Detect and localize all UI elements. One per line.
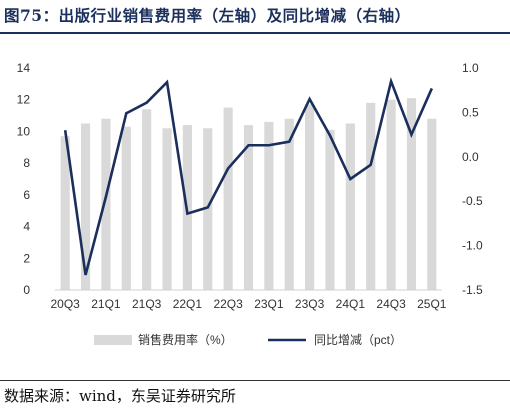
y-left-tick-label: 0 — [23, 283, 30, 297]
y-left-tick-label: 2 — [23, 251, 30, 265]
bar-22Q2 — [203, 128, 213, 290]
x-tick-label: 22Q3 — [213, 297, 243, 311]
legend-swatch-bar — [94, 335, 132, 345]
bar-20Q3 — [60, 136, 70, 290]
y-right-tick-label: -1.0 — [462, 239, 483, 253]
x-tick-label: 21Q1 — [91, 297, 121, 311]
bar-21Q3 — [142, 109, 152, 290]
bar-23Q4 — [325, 129, 335, 290]
y-left-tick-label: 6 — [23, 188, 30, 202]
x-tick-label: 23Q1 — [254, 297, 284, 311]
source-note: 数据来源：wind，东吴证券研究所 — [4, 387, 236, 405]
x-tick-label: 23Q3 — [295, 297, 325, 311]
y-right-tick-label: -1.5 — [462, 283, 483, 297]
y-right-tick-label: -0.5 — [462, 194, 483, 208]
bar-23Q1 — [264, 121, 274, 290]
x-axis: 20Q3 21Q1 21Q3 22Q1 22Q3 23Q1 23Q3 24Q1 24Q3 25Q1 — [51, 289, 447, 311]
bar-24Q1 — [345, 123, 355, 290]
chart-title: 图75：出版行业销售费用率（左轴）及同比增减（右轴） — [4, 6, 411, 25]
legend-label-line: 同比增减（pct） — [314, 333, 402, 347]
bar-21Q1 — [101, 118, 111, 291]
x-tick-label: 21Q3 — [132, 297, 162, 311]
source-divider — [0, 380, 510, 381]
x-tick-label: 22Q1 — [173, 297, 203, 311]
bar-24Q3 — [386, 99, 396, 291]
combo-chart: 0 2 4 6 8 10 12 14 -1.5 -1.0 -0.5 0.0 0.5 1.0 20Q3 21… — [17, 61, 483, 347]
y-left-tick-label: 4 — [23, 220, 30, 234]
legend-label-bar: 销售费用率（%） — [138, 332, 233, 347]
y-left-tick-label: 10 — [17, 124, 31, 138]
y-left-tick-label: 12 — [17, 93, 31, 107]
x-tick-label: 20Q3 — [51, 297, 81, 311]
bar-22Q4 — [243, 125, 254, 290]
bar-21Q4 — [162, 128, 172, 290]
y-left-tick-label: 8 — [23, 156, 30, 170]
y-axis-right: -1.5 -1.0 -0.5 0.0 0.5 1.0 — [462, 61, 483, 297]
x-tick-label: 25Q1 — [417, 297, 447, 311]
bar-24Q4 — [406, 98, 417, 290]
y-axis-left: 0 2 4 6 8 10 12 14 — [17, 61, 31, 297]
bar-21Q2 — [121, 126, 131, 290]
legend: 销售费用率（%） 同比增减（pct） — [94, 332, 402, 347]
x-tick-label: 24Q3 — [376, 297, 406, 311]
bar-23Q3 — [305, 104, 315, 290]
bar-23Q2 — [284, 118, 294, 291]
title-divider — [0, 32, 510, 34]
y-right-tick-label: 0.0 — [462, 150, 479, 164]
bar-24Q2 — [366, 102, 376, 290]
bar-20Q4 — [80, 123, 91, 290]
y-right-tick-label: 1.0 — [462, 61, 479, 75]
bar-25Q1 — [427, 118, 437, 291]
bar-22Q3 — [223, 107, 233, 290]
y-right-tick-label: 0.5 — [462, 105, 479, 119]
line-series — [63, 76, 434, 276]
y-left-tick-label: 14 — [17, 61, 31, 75]
x-tick-label: 24Q1 — [336, 297, 366, 311]
